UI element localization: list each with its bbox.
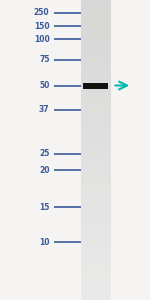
Text: 75: 75 bbox=[39, 56, 50, 64]
Text: 100: 100 bbox=[34, 34, 50, 43]
Text: 10: 10 bbox=[39, 238, 50, 247]
Text: 250: 250 bbox=[34, 8, 50, 17]
Text: 20: 20 bbox=[39, 166, 50, 175]
Bar bbox=[82, 82, 108, 88]
Text: 150: 150 bbox=[34, 22, 50, 31]
Text: 15: 15 bbox=[39, 202, 50, 211]
Text: 50: 50 bbox=[39, 81, 50, 90]
Text: 37: 37 bbox=[39, 105, 50, 114]
Text: 25: 25 bbox=[39, 149, 50, 158]
